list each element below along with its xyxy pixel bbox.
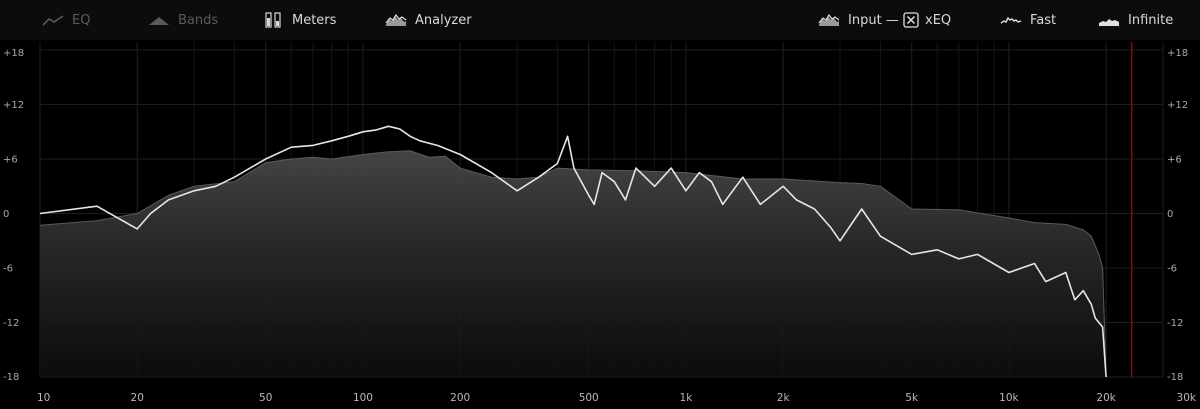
meters-toggle[interactable]: Meters [262,9,336,31]
y-tick-label-left: -6 [3,264,13,275]
analyzer-toggle-label: Analyzer [415,13,472,28]
bands-toggle-label: Bands [178,13,218,28]
x-tick-label: 50 [259,392,272,404]
spectrum-chart[interactable]: +18 +18 +12 +12 +6 +6 0 0 -6 -6 -12 -12 -18 -18 10 20 50… [0,40,1200,409]
fast-toggle-label: Fast [1030,13,1056,28]
input-toggle[interactable]: Input — [818,9,899,31]
input-spectrum-icon [818,12,840,28]
y-tick-label-right: +12 [1167,100,1188,111]
bands-toggle[interactable]: Bands [148,9,218,31]
x-tick-label: 5k [905,392,919,404]
fast-toggle[interactable]: Fast [1000,9,1056,31]
x-tick-label: 2k [777,392,791,404]
meters-toggle-label: Meters [292,13,336,28]
x-tick-label: 20k [1096,392,1116,404]
x-tick-label: 1k [680,392,694,404]
x-tick-label: 10k [999,392,1019,404]
y-tick-label-left: +18 [3,48,24,59]
y-tick-label-left: 0 [3,209,9,220]
y-tick-label-left: -18 [3,372,19,383]
x-tick-label: 100 [353,392,373,404]
x-tick-label: 30k [1177,392,1197,404]
bands-shape-icon [148,12,170,28]
infinite-toggle[interactable]: Infinite [1098,9,1173,31]
y-tick-label-right: +6 [1167,155,1182,166]
analyzer-toggle[interactable]: Analyzer [385,9,472,31]
xeq-toggle[interactable]: xEQ [903,9,951,31]
eq-toggle[interactable]: EQ [42,9,90,31]
analyzer-spectrum-icon [385,12,407,28]
y-tick-label-left: +6 [3,155,18,166]
y-tick-label-right: -6 [1167,264,1177,275]
meters-bar-icon [262,12,284,28]
spectrum-plot[interactable]: +18 +18 +12 +12 +6 +6 0 0 -6 -6 -12 -12 -18 -18 10 20 50… [0,40,1200,409]
y-tick-label-right: 0 [1167,209,1173,220]
input-toggle-label: Input — [848,13,899,28]
display-toolbar: EQ Bands Meters Analyzer Input — [0,0,1200,41]
infinite-toggle-label: Infinite [1128,13,1173,28]
fast-response-icon [1000,12,1022,28]
y-tick-label-left: +12 [3,100,24,111]
y-tick-label-right: -12 [1167,318,1183,329]
y-tick-label-left: -12 [3,318,19,329]
y-tick-label-right: -18 [1167,372,1183,383]
infinite-hold-icon [1098,12,1120,28]
x-tick-label: 10 [37,392,50,404]
eq-toggle-label: EQ [72,13,90,28]
xeq-toggle-label: xEQ [925,13,951,28]
eq-curve-icon [42,12,64,28]
checkbox-checked-icon[interactable] [903,12,919,28]
x-tick-label: 500 [579,392,599,404]
x-tick-label: 20 [131,392,144,404]
x-tick-label: 200 [450,392,470,404]
y-tick-label-right: +18 [1167,48,1188,59]
